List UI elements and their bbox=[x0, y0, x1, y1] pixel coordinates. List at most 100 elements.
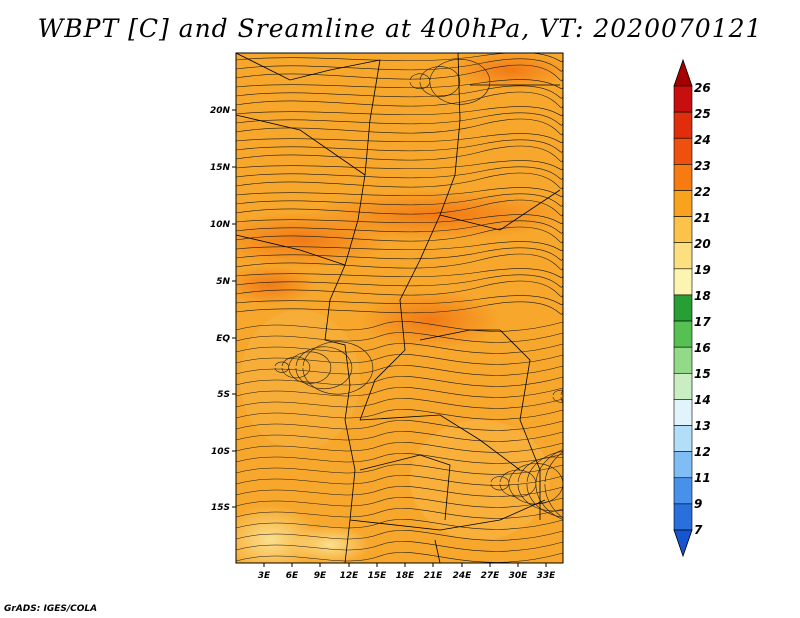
streamline bbox=[526, 450, 563, 518]
streamline bbox=[236, 220, 563, 234]
colorbar-label: 22 bbox=[694, 185, 711, 199]
colorbar-segment bbox=[673, 111, 693, 139]
streamline bbox=[236, 58, 563, 72]
streamline bbox=[236, 295, 563, 305]
streamline bbox=[544, 451, 563, 519]
streamline bbox=[236, 253, 563, 271]
lon-label: 33E bbox=[537, 571, 557, 581]
streamline bbox=[552, 389, 563, 403]
colorbar-label: 24 bbox=[694, 133, 711, 147]
streamline bbox=[236, 552, 563, 563]
streamline bbox=[236, 343, 563, 354]
colorbar-segment bbox=[673, 399, 693, 426]
streamline bbox=[236, 420, 563, 431]
colorbar: 26 25 24 23 22 21 20 19 18 17 16 15 14 1… bbox=[673, 58, 711, 558]
lat-axis: 20N 15N 10N 5N EQ 5S 10S 15S bbox=[210, 106, 236, 513]
streamline bbox=[236, 172, 563, 190]
colorbar-label: 26 bbox=[694, 81, 711, 95]
colorbar-label: 7 bbox=[694, 523, 703, 537]
streamline bbox=[281, 356, 311, 379]
streamline bbox=[236, 226, 563, 244]
colorbar-label: 21 bbox=[694, 211, 711, 225]
colorbar-label: 17 bbox=[694, 315, 711, 329]
streamline bbox=[236, 133, 563, 143]
streamline bbox=[236, 112, 563, 126]
streamline bbox=[236, 214, 563, 224]
colorbar-segment bbox=[673, 451, 693, 479]
streamline bbox=[236, 442, 563, 453]
streamlines bbox=[236, 53, 617, 563]
lon-label: 18E bbox=[396, 571, 416, 581]
streamline bbox=[236, 199, 563, 217]
streamline bbox=[569, 379, 617, 415]
streamline bbox=[236, 332, 563, 343]
streamline bbox=[295, 346, 353, 390]
streamline bbox=[236, 91, 563, 109]
streamline bbox=[236, 475, 563, 486]
streamline bbox=[236, 166, 563, 180]
streamline bbox=[236, 268, 563, 278]
streamline bbox=[236, 187, 563, 197]
streamline bbox=[236, 321, 563, 332]
streamline bbox=[236, 247, 563, 261]
lon-label: 27E bbox=[481, 571, 501, 581]
streamline bbox=[236, 376, 563, 387]
colorbar-label: 23 bbox=[694, 159, 711, 173]
streamline bbox=[560, 390, 563, 403]
streamline bbox=[236, 241, 563, 251]
lon-label: 24E bbox=[453, 571, 473, 581]
streamline bbox=[236, 118, 563, 136]
colorbar-segment bbox=[673, 346, 693, 374]
colorbar-label: 14 bbox=[694, 393, 711, 407]
streamline bbox=[236, 79, 563, 89]
lon-label: 9E bbox=[314, 571, 327, 581]
streamline bbox=[302, 341, 374, 395]
lat-label: 5N bbox=[216, 277, 230, 287]
colorbar-top-arrow bbox=[673, 58, 693, 87]
colorbar-label: 15 bbox=[694, 367, 711, 381]
streamline bbox=[236, 301, 563, 315]
colorbar-segment bbox=[673, 372, 693, 400]
streamline bbox=[236, 387, 563, 398]
streamline bbox=[236, 145, 563, 163]
colorbar-label: 19 bbox=[694, 263, 711, 277]
streamline bbox=[236, 541, 563, 552]
streamline bbox=[236, 409, 563, 420]
colorbar-segment bbox=[673, 137, 693, 165]
colorbar-label: 12 bbox=[694, 445, 711, 459]
streamline bbox=[236, 53, 563, 62]
lat-label: 10S bbox=[211, 447, 230, 457]
colorbar-label: 11 bbox=[694, 471, 711, 485]
lon-label: 6E bbox=[286, 571, 299, 581]
lon-label: 15E bbox=[368, 571, 388, 581]
colorbar-segment bbox=[673, 425, 693, 452]
streamline bbox=[274, 361, 290, 373]
colorbar-segment bbox=[673, 164, 693, 191]
colorbar-label: 9 bbox=[694, 497, 702, 511]
colorbar-label: 25 bbox=[694, 107, 711, 121]
country-borders bbox=[236, 53, 561, 563]
streamline bbox=[236, 398, 563, 409]
footer-credit: GrADS: IGES/COLA bbox=[4, 604, 98, 614]
lon-label: 3E bbox=[258, 571, 271, 581]
streamline bbox=[409, 73, 431, 90]
streamline bbox=[236, 64, 563, 82]
streamline bbox=[236, 453, 563, 464]
wbpt-shading bbox=[236, 53, 563, 563]
streamline bbox=[419, 66, 461, 97]
colorbar-label: 18 bbox=[694, 289, 711, 303]
streamline bbox=[236, 274, 563, 288]
colorbar-segment bbox=[673, 216, 693, 244]
colorbar-label: 20 bbox=[694, 237, 711, 251]
streamline bbox=[490, 476, 510, 491]
streamline bbox=[236, 139, 563, 153]
streamline bbox=[236, 486, 563, 497]
colorbar-segment bbox=[673, 503, 693, 531]
lat-label: 10N bbox=[210, 220, 231, 230]
lat-label: 15N bbox=[210, 163, 231, 173]
lat-label: 20N bbox=[210, 106, 231, 116]
lon-label: 12E bbox=[340, 571, 360, 581]
colorbar-segment bbox=[673, 242, 693, 270]
streamline bbox=[236, 431, 563, 442]
